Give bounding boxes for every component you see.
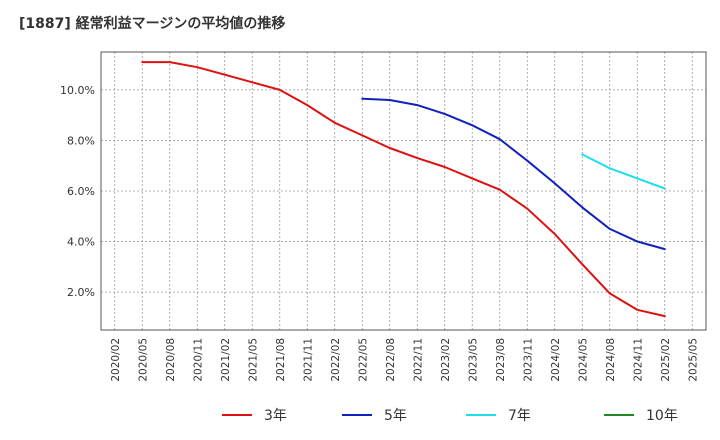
y-tick-label: 4.0% <box>67 236 95 249</box>
chart-title: [1887] 経常利益マージンの平均値の推移 <box>19 16 286 32</box>
legend-label-0: 3年 <box>264 408 287 424</box>
x-tick-label: 2024/05 <box>577 338 589 382</box>
x-tick-label: 2024/11 <box>632 338 644 382</box>
y-tick-label: 10.0% <box>60 84 95 97</box>
legend-label-3: 10年 <box>646 408 678 424</box>
grid-lines <box>101 52 706 330</box>
x-tick-label: 2022/05 <box>357 338 369 382</box>
x-tick-label: 2021/08 <box>275 338 287 382</box>
x-axis-ticks: 2020/02 2020/05 2020/08 2020/11 2021/02 2021/… <box>110 338 700 382</box>
y-axis-ticks: 2.0% 4.0% 6.0% 8.0% 10.0% <box>60 84 95 299</box>
legend-label-2: 7年 <box>508 408 531 424</box>
x-tick-label: 2020/02 <box>110 338 122 382</box>
x-tick-label: 2021/02 <box>220 338 232 382</box>
series-lines <box>141 61 666 318</box>
x-tick-label: 2023/02 <box>440 338 452 382</box>
x-tick-label: 2020/11 <box>192 338 204 382</box>
x-tick-label: 2023/11 <box>522 338 534 382</box>
y-tick-label: 2.0% <box>67 286 95 299</box>
x-tick-label: 2021/11 <box>302 338 314 382</box>
x-tick-label: 2023/05 <box>467 338 479 382</box>
x-tick-label: 2022/08 <box>385 338 397 382</box>
y-tick-label: 6.0% <box>67 185 95 198</box>
x-tick-label: 2024/02 <box>550 338 562 382</box>
series-line-1 <box>361 97 666 251</box>
plot-area-frame <box>100 51 707 331</box>
legend: 3年 5年 7年 10年 <box>222 408 678 424</box>
series-line-0 <box>141 61 666 318</box>
x-tick-label: 2020/08 <box>165 338 177 382</box>
legend-label-1: 5年 <box>384 408 407 424</box>
x-tick-label: 2022/11 <box>412 338 424 382</box>
x-tick-label: 2024/08 <box>605 338 617 382</box>
x-tick-label: 2021/05 <box>247 338 259 382</box>
x-tick-label: 2025/05 <box>687 338 699 382</box>
series-line-2 <box>581 153 666 190</box>
x-tick-label: 2025/02 <box>660 338 672 382</box>
x-tick-label: 2022/02 <box>330 338 342 382</box>
x-tick-label: 2020/05 <box>137 338 149 382</box>
y-tick-label: 8.0% <box>67 134 95 147</box>
x-tick-label: 2023/08 <box>495 338 507 382</box>
